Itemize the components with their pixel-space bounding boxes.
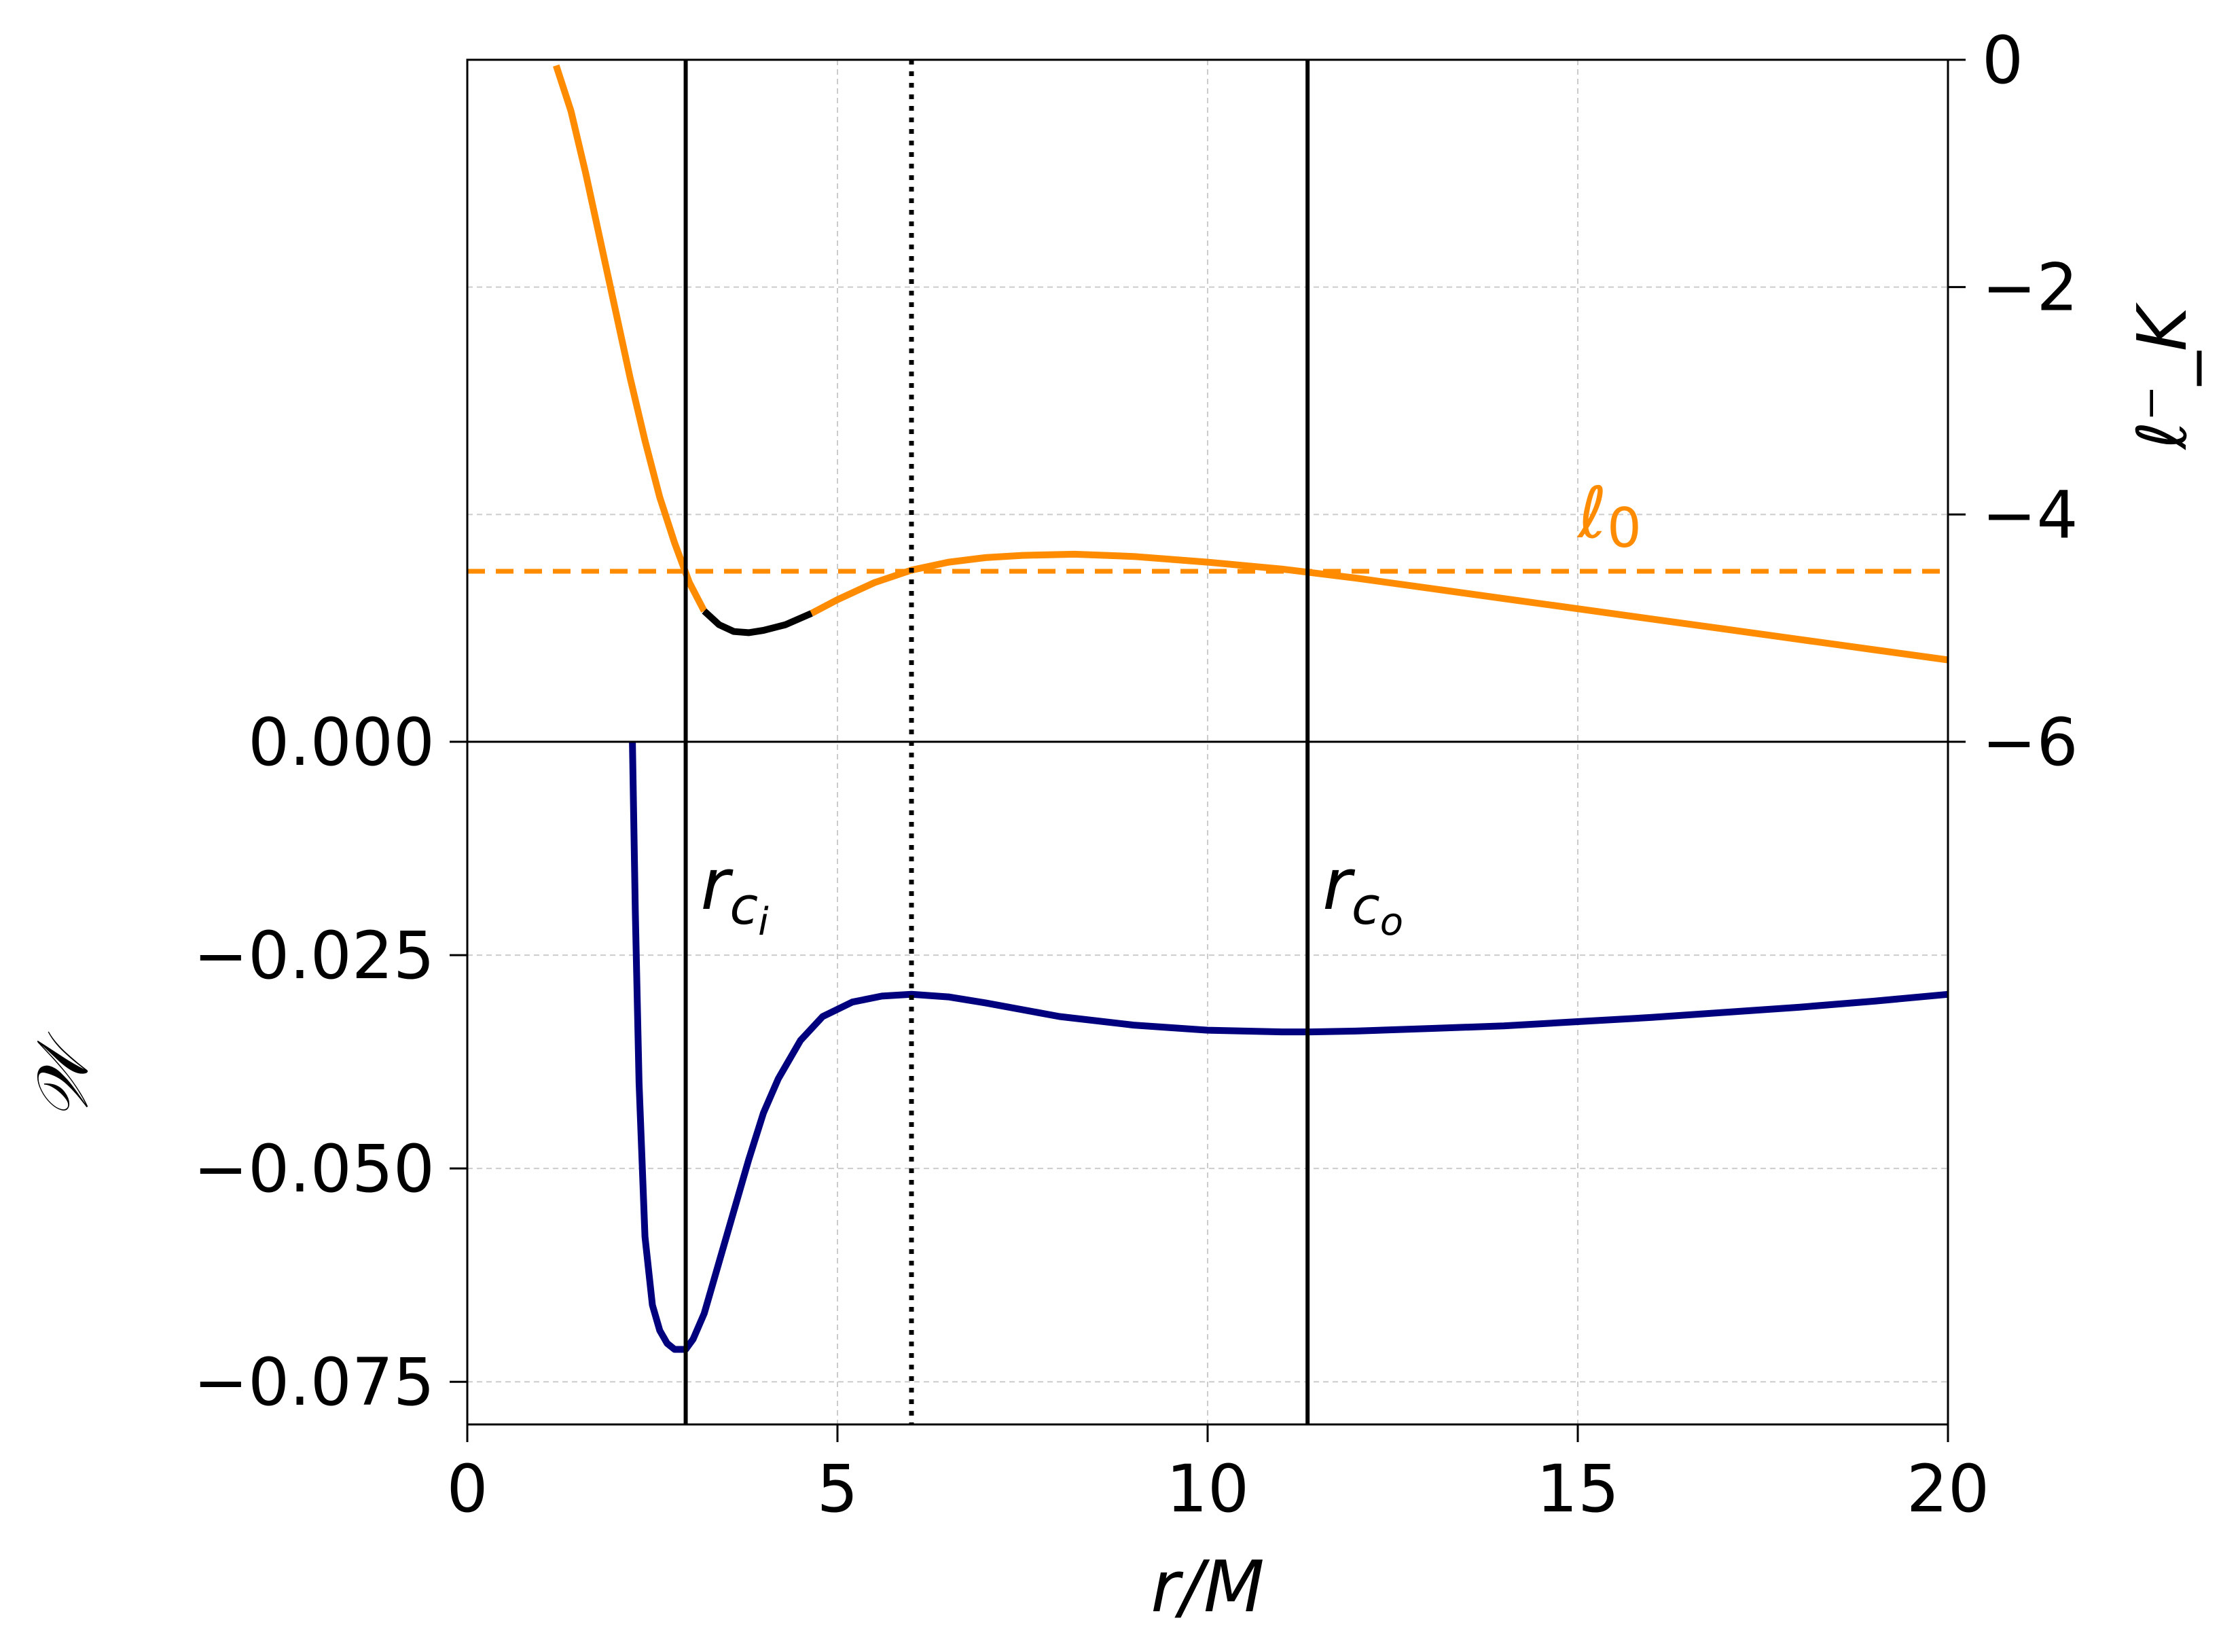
vline-annotation-subsub: i [758, 900, 769, 944]
y-tick-label-left: −0.075 [194, 1344, 435, 1420]
vline-annotation-2: rco [1322, 843, 1403, 944]
x-axis-title: r/M [1151, 1545, 1265, 1628]
lk-curve-orange-2 [810, 550, 1949, 664]
x-tick-label: 15 [1536, 1451, 1619, 1527]
y-axis-title-right: ℓ⁻_K [2123, 302, 2202, 450]
vline-annotation-sub: c [729, 876, 758, 936]
vline-annotation-0: rci [701, 843, 770, 944]
x-tick-label: 20 [1907, 1451, 1989, 1527]
y-tick-label-left: −0.025 [194, 918, 435, 994]
labels: 0 5 10 15 200.000−0.025−0.050−0.0750−2−4−6r/… [21, 22, 2202, 1628]
y-tick-label-left: 0.000 [248, 704, 435, 780]
y-axis-title-left: 𝒲 [21, 1031, 104, 1120]
l0-annotation-main: ℓ [1576, 471, 1607, 554]
lk-curve-black-1 [702, 608, 813, 636]
l0-annotation: ℓ0 [1576, 471, 1642, 560]
w-curve-0 [629, 741, 1949, 1353]
y-tick-label-right: −2 [1982, 250, 2078, 326]
axes [450, 58, 1966, 1442]
vline-annotation-main: r [1322, 843, 1356, 926]
vline-annotation-sub: c [1352, 876, 1380, 936]
x-tick-label: 0 [446, 1451, 488, 1527]
y-tick-label-right: −6 [1982, 704, 2078, 780]
vline-annotation-main: r [701, 843, 734, 926]
y-tick-label-right: −4 [1982, 477, 2078, 553]
vline-annotation-subsub: o [1380, 900, 1403, 944]
x-tick-label: 5 [816, 1451, 858, 1527]
y-tick-label-right: 0 [1982, 22, 2023, 98]
y-tick-label-left: −0.050 [194, 1131, 435, 1207]
l0-annotation-sub: 0 [1607, 497, 1642, 560]
series-layer [467, 64, 1949, 1353]
x-tick-label: 10 [1166, 1451, 1249, 1527]
lk-curve-orange-0 [553, 64, 708, 613]
